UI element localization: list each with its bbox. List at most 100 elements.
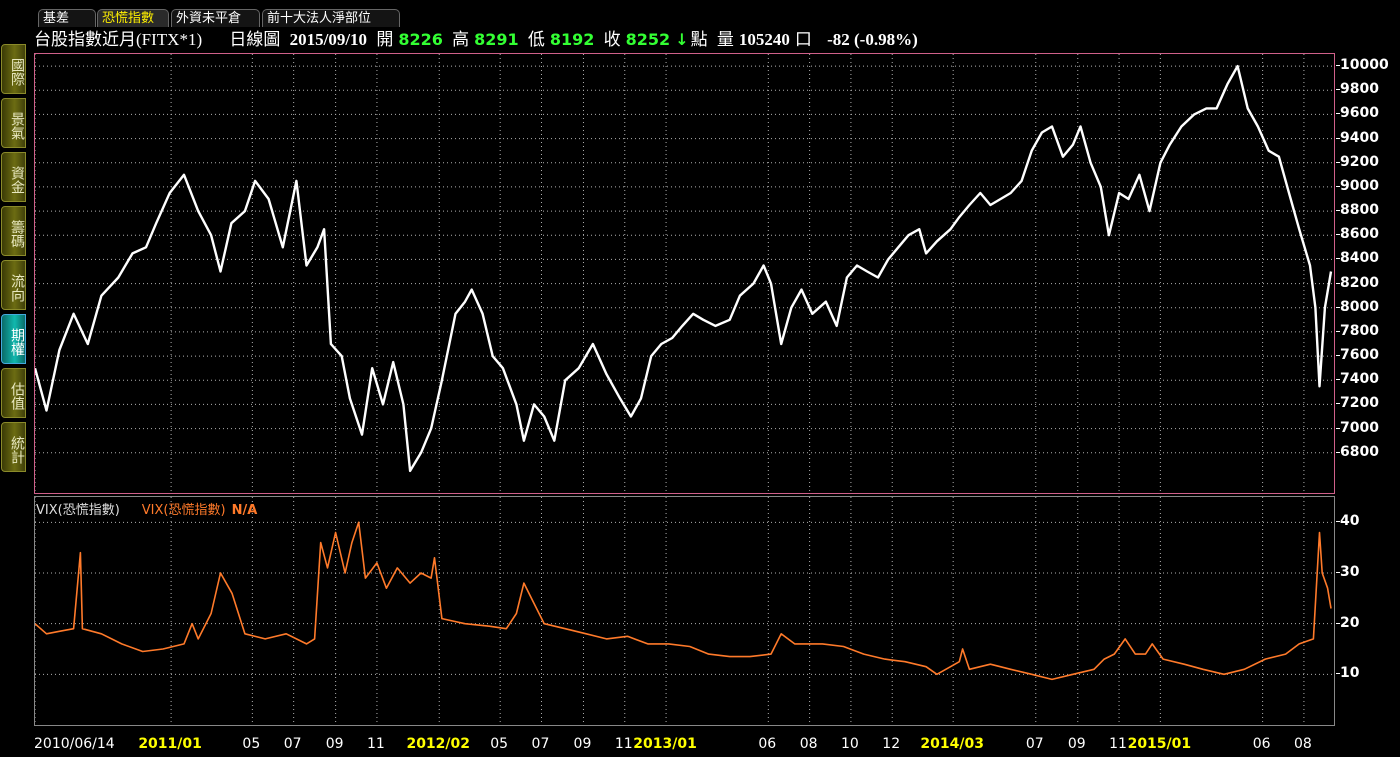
y-tick-label: 7200 [1340,395,1379,412]
y-tick [1336,379,1340,381]
y-tick [1336,282,1340,284]
sidebar-item-6[interactable]: 估值 [1,368,26,418]
sidebar-item-1[interactable]: 景氣 [1,98,26,148]
open-label: 開 [376,30,394,49]
x-tick-label: 2014/03 [920,736,984,752]
x-tick-label: 11 [614,736,633,752]
y-tick [1336,572,1340,573]
y-tick [1336,622,1340,624]
y-tick [1336,89,1340,91]
x-tick-label: 07 [531,736,550,752]
tab-3[interactable]: 前十大法人淨部位 [262,9,400,27]
down-arrow-icon: ↓ [675,30,689,49]
sidebar-item-5[interactable]: 期權 [1,314,26,364]
tab-0[interactable]: 基差 [38,9,96,27]
y-tick-label: 7600 [1340,347,1379,364]
close-unit: 點 [690,30,708,49]
x-tick-label: 2012/02 [406,736,471,752]
y-tick-label: 40 [1340,513,1360,530]
y-tick-label: 8800 [1340,202,1379,219]
low-value: 8192 [549,30,595,49]
y-tick-label: 8600 [1340,226,1379,243]
y-tick [1336,185,1340,187]
price-chart-panel[interactable] [34,53,1335,494]
x-tick-label: 2010/06/14 [34,736,115,752]
sidebar-item-4[interactable]: 流向 [1,260,26,310]
date-x-axis: 2010/06/14 2011/01 05 07 09 11 2012/02 05 07 09 11… [34,736,1335,757]
chart-kind: 日線圖 [229,30,281,49]
price-change: -82 (-0.98%) [827,30,918,49]
y-tick [1336,258,1340,260]
y-tick-label: 30 [1340,564,1360,580]
low-label: 低 [527,30,545,49]
vix-value: N/A [231,503,258,518]
y-tick [1336,113,1340,115]
y-tick-label: 20 [1340,614,1360,631]
sidebar-item-2[interactable]: 資金 [1,152,26,202]
y-tick [1336,137,1340,139]
x-tick-label: 2015/01 [1127,736,1192,752]
x-tick-label: 05 [490,736,509,752]
high-label: 高 [452,30,470,49]
sidebar-item-3[interactable]: 籌碼 [1,206,26,256]
x-tick-label: 11 [1109,736,1127,752]
y-tick [1336,210,1340,212]
vix-series-label: VIX(恐慌指數) [141,503,226,518]
x-tick-label: 09 [1067,736,1086,752]
y-tick [1336,330,1340,332]
sidebar-item-0[interactable]: 國際 [1,44,26,94]
y-tick [1336,161,1340,163]
vix-chart-panel[interactable] [34,496,1335,726]
x-tick-label: 05 [242,736,261,752]
vix-chart [35,497,1334,725]
y-tick [1336,451,1340,453]
y-tick-label: 9600 [1340,105,1379,122]
y-tick [1336,403,1340,405]
close-label: 收 [603,30,621,49]
x-tick-label: 09 [573,736,592,752]
y-tick-label: 9800 [1340,81,1379,98]
open-value: 8226 [398,30,443,49]
y-tick-label: 7000 [1340,419,1379,436]
y-tick-label: 8000 [1340,298,1379,315]
y-tick-label: 7800 [1340,322,1379,339]
y-tick [1336,673,1340,675]
y-tick-label: 7400 [1340,371,1379,388]
y-tick-label: 9200 [1340,153,1379,170]
y-tick-label: 10 [1340,665,1360,682]
y-tick-label: 8400 [1340,250,1379,267]
y-tick [1336,355,1340,357]
x-tick-label: 2011/01 [138,736,202,752]
y-tick [1336,65,1340,67]
y-tick [1336,306,1340,308]
left-sidebar: 國際 景氣 資金 籌碼 流向 期權 估值 統計 [0,0,28,757]
y-tick-label: 8200 [1340,274,1379,291]
x-tick-label: 11 [367,736,385,752]
price-y-axis: 6800 7000 7200 7400 7600 7800 8000 8200 8400 8600… [1336,53,1400,494]
high-value: 8291 [474,30,519,49]
x-tick-label: 12 [882,736,901,752]
x-tick-label: 07 [283,736,302,752]
sidebar-item-7[interactable]: 統計 [1,422,26,472]
y-tick [1336,427,1340,429]
y-tick-label: 9000 [1340,177,1379,194]
x-tick-label: 2013/01 [633,736,697,752]
volume-value: 105240 [738,30,790,49]
x-tick-label: 06 [758,736,777,752]
tab-2[interactable]: 外資未平倉 [171,9,260,27]
tab-1[interactable]: 恐慌指數 [97,9,169,27]
y-tick-label: 6800 [1340,443,1379,460]
vix-legend: VIX(恐慌指數) VIX(恐慌指數) N/A [36,499,257,518]
price-series-line [35,64,1333,473]
y-tick-label: 9400 [1340,129,1379,146]
y-tick-label: 10000 [1340,57,1389,74]
quote-date: 2015/09/10 [289,30,368,49]
vix-legend-label: VIX(恐慌指數) [36,503,120,518]
x-tick-label: 08 [799,736,818,752]
vix-series-line [35,521,1332,681]
price-chart [35,54,1334,493]
vix-y-axis: 10 20 30 40 [1336,496,1400,726]
x-tick-label: 07 [1025,736,1044,752]
volume-label: 量 [716,30,734,49]
